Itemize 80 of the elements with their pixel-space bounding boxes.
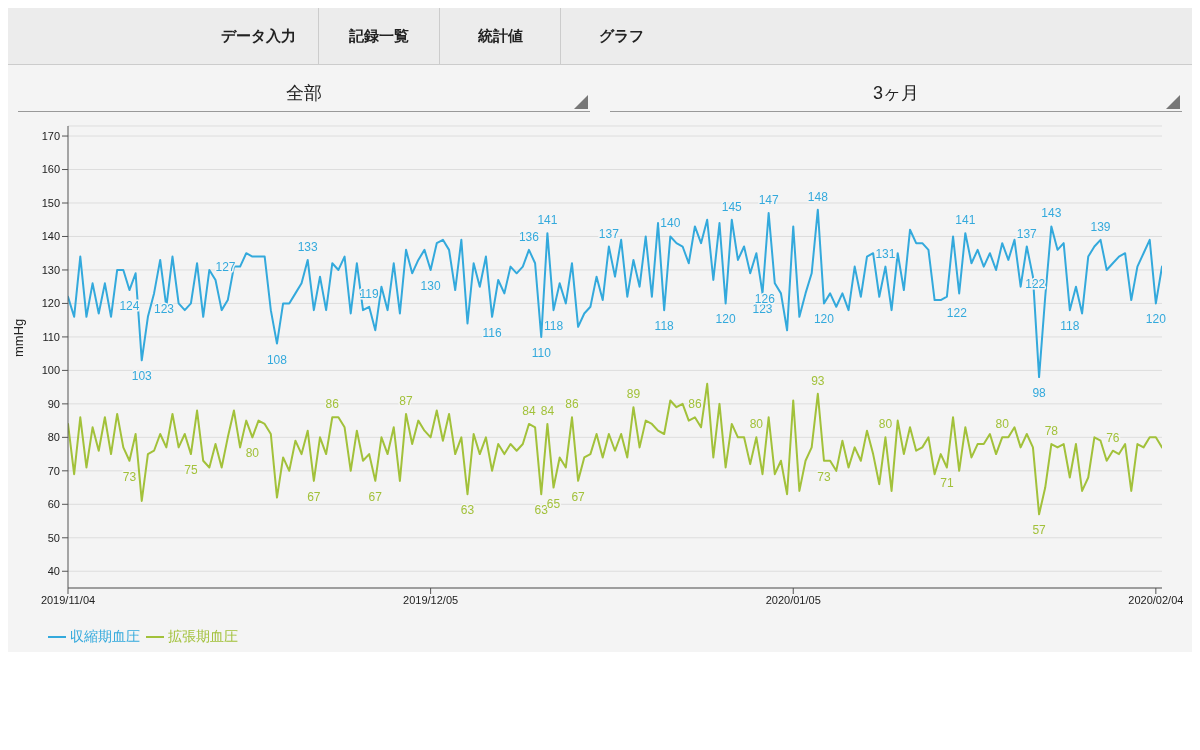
data-label: 120	[715, 312, 736, 327]
y-axis-title: mmHg	[10, 318, 26, 357]
data-label: 145	[721, 199, 743, 214]
data-label: 80	[245, 446, 260, 461]
data-label: 84	[522, 403, 536, 418]
data-label: 76	[1106, 430, 1120, 445]
data-label: 73	[122, 469, 137, 484]
data-label: 143	[1041, 206, 1062, 221]
data-label: 89	[626, 387, 641, 402]
data-label: 86	[688, 397, 702, 412]
data-label: 118	[1060, 319, 1080, 334]
y-tick-label: 130	[41, 263, 60, 276]
data-label: 108	[266, 352, 288, 367]
data-label: 130	[420, 278, 441, 293]
data-label: 65	[546, 496, 561, 511]
y-tick-label: 50	[47, 531, 60, 544]
data-label: 120	[1145, 312, 1167, 327]
data-label: 80	[749, 417, 764, 432]
data-label: 98	[1032, 386, 1047, 401]
text: データ入力	[198, 8, 319, 64]
data-label: 110	[531, 345, 552, 360]
text: グラフ	[597, 25, 645, 46]
data-label: 118	[543, 319, 564, 334]
text: 記録一覧	[319, 8, 440, 64]
y-tick-label: 160	[41, 163, 60, 176]
data-label: 137	[1016, 226, 1038, 241]
data-label: 123	[154, 302, 175, 317]
y-tick-label: 110	[42, 330, 60, 343]
data-label: 84	[540, 403, 555, 418]
data-label: 67	[368, 489, 383, 504]
data-label: 147	[758, 193, 779, 208]
data-label: 122	[946, 305, 968, 320]
data-label: 136	[518, 229, 540, 244]
data-label: 148	[807, 189, 829, 204]
y-tick-label: 140	[41, 230, 60, 243]
text: 全部	[286, 82, 322, 105]
data-label: 86	[325, 397, 340, 412]
text: 3ヶ月	[872, 82, 919, 105]
y-tick-label: 100	[41, 364, 60, 377]
y-tick-label: 170	[41, 129, 60, 142]
data-label: 71	[940, 476, 954, 491]
y-tick-label: 150	[41, 196, 60, 209]
data-label: 78	[1044, 424, 1059, 439]
legend-label: 拡張期血圧	[168, 628, 238, 646]
data-label: 67	[307, 489, 321, 504]
data-label: 127	[215, 260, 236, 274]
data-label: 80	[995, 417, 1010, 432]
x-tick-label: 2020/01/05	[765, 593, 821, 606]
data-label: 141	[537, 213, 558, 228]
data-label: 137	[598, 226, 620, 241]
data-label: 80	[878, 417, 893, 432]
data-label: 140	[660, 216, 681, 231]
data-label: 63	[460, 503, 475, 518]
data-label: 73	[817, 469, 831, 484]
data-label: 103	[131, 369, 153, 384]
y-tick-label: 80	[47, 431, 60, 444]
x-tick-label: 2020/02/04	[1128, 593, 1184, 606]
data-label: 75	[184, 463, 198, 478]
y-tick-label: 120	[41, 297, 60, 310]
y-tick-label: 60	[47, 498, 60, 511]
y-tick-label: 90	[47, 397, 60, 410]
text: 統計値	[440, 8, 561, 64]
data-label: 133	[297, 239, 319, 254]
x-tick-label: 2019/12/05	[403, 593, 459, 606]
data-label: 86	[565, 397, 579, 412]
data-label: 120	[813, 312, 835, 327]
data-label: 57	[1032, 523, 1047, 538]
data-label: 87	[399, 393, 414, 408]
data-label: 116	[482, 325, 502, 340]
data-label: 139	[1090, 219, 1111, 234]
data-label: 67	[571, 489, 586, 504]
data-label: 93	[811, 373, 825, 388]
x-tick-label: 2019/11/04	[40, 593, 96, 606]
legend-label: 収縮期血圧	[70, 628, 140, 646]
data-label: 131	[875, 246, 896, 261]
data-label: 123	[752, 302, 773, 317]
y-tick-label: 70	[47, 464, 60, 477]
y-tick-label: 40	[47, 565, 60, 578]
data-label: 118	[654, 319, 675, 334]
data-label: 141	[955, 213, 976, 228]
